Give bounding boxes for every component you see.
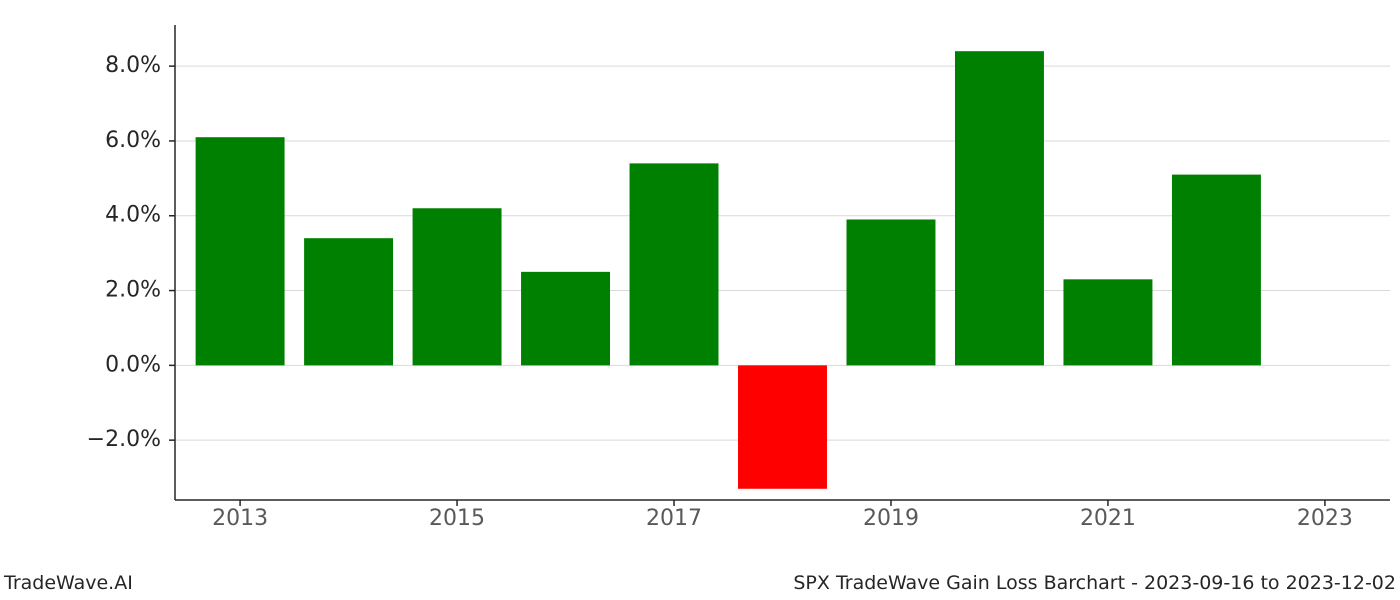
x-tick-label: 2023 bbox=[1297, 506, 1353, 531]
y-tick-label: 0.0% bbox=[105, 352, 161, 377]
y-tick-label: −2.0% bbox=[87, 427, 161, 452]
bar bbox=[1172, 175, 1261, 366]
bar bbox=[521, 272, 610, 366]
y-tick-label: 2.0% bbox=[105, 278, 161, 303]
bar bbox=[738, 365, 827, 488]
x-tick-label: 2017 bbox=[646, 506, 702, 531]
y-tick-label: 4.0% bbox=[105, 203, 161, 228]
chart-stage: −2.0% 0.0% 2.0% 4.0% 6.0% 8.0% 2013 2015 2017 201… bbox=[0, 0, 1400, 600]
x-tick-label: 2015 bbox=[429, 506, 485, 531]
bar bbox=[1063, 279, 1152, 365]
bar bbox=[630, 163, 719, 365]
bar bbox=[196, 137, 285, 365]
bar bbox=[304, 238, 393, 365]
bar bbox=[955, 51, 1044, 365]
x-tick-label: 2013 bbox=[212, 506, 268, 531]
x-tick-label: 2021 bbox=[1080, 506, 1136, 531]
y-tick-label: 6.0% bbox=[105, 128, 161, 153]
gain-loss-barchart: −2.0% 0.0% 2.0% 4.0% 6.0% 8.0% 2013 2015 2017 201… bbox=[0, 0, 1400, 600]
x-tick-label: 2019 bbox=[863, 506, 919, 531]
bar bbox=[847, 219, 936, 365]
bar bbox=[413, 208, 502, 365]
y-tick-label: 8.0% bbox=[105, 53, 161, 78]
